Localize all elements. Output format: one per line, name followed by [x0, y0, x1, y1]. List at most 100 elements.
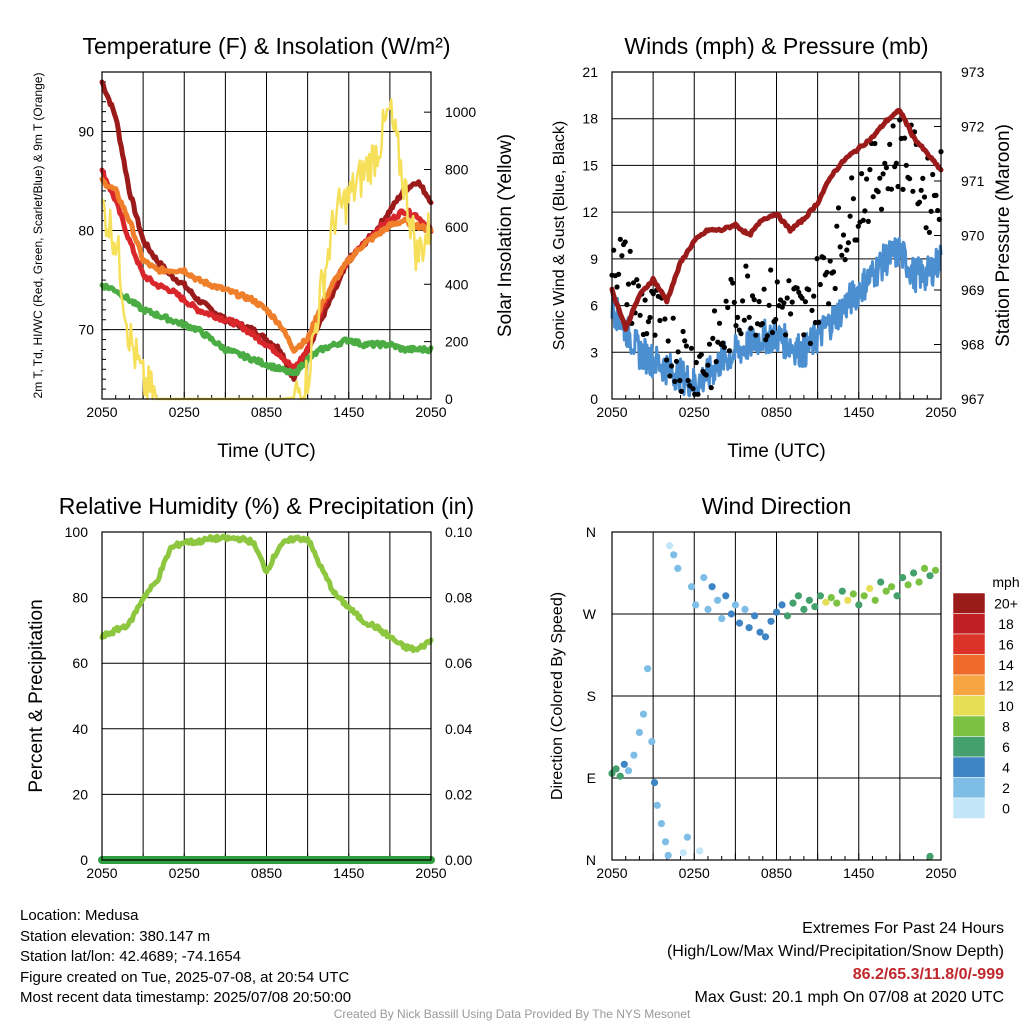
y2-tick-label: 0.06 [445, 655, 472, 671]
direction-point [653, 801, 661, 809]
direction-point [624, 767, 633, 775]
y2-tick-label: 973 [961, 64, 985, 80]
direction-point [811, 603, 819, 611]
gust-point [837, 244, 843, 250]
gust-point [685, 377, 691, 384]
gust-point [910, 188, 916, 194]
gust-point [725, 304, 731, 311]
y-tick-label: 80 [72, 590, 88, 606]
direction-point [855, 601, 863, 609]
y2-tick-label: 0.10 [445, 524, 472, 540]
gust-point [870, 194, 876, 200]
gust-point [682, 338, 688, 344]
gust-point [865, 218, 871, 224]
y2-tick-label: 0.08 [445, 590, 472, 606]
gust-point [817, 281, 823, 288]
gust-point [710, 335, 716, 341]
series-line-3 [99, 282, 434, 377]
gust-point [751, 297, 757, 303]
direction-point [708, 583, 716, 591]
gust-point [698, 352, 704, 358]
gust-point [860, 217, 866, 223]
gust-point [794, 285, 800, 291]
gust-point [935, 207, 941, 214]
y2-tick-label: 0.00 [445, 852, 472, 868]
direction-point [620, 760, 628, 768]
gust-point [801, 332, 807, 338]
direction-point [657, 820, 666, 828]
y-axis-label: Percent & Precipitation [26, 599, 47, 792]
series-line-0 [99, 533, 434, 654]
gust-point [683, 343, 690, 349]
colorbar-unit: mph [992, 574, 1019, 590]
gust-point [827, 258, 833, 264]
direction-point [767, 617, 775, 625]
y-tick-label: 20 [72, 786, 88, 802]
series-line-2 [99, 176, 434, 354]
gust-point [926, 229, 933, 235]
direction-point [683, 833, 692, 841]
gust-point [733, 323, 739, 329]
x-tick-label: 0850 [761, 865, 792, 881]
direction-point [783, 612, 792, 620]
colorbar-swatch [952, 695, 986, 717]
direction-point [756, 628, 764, 636]
y-tick-label: 60 [72, 655, 88, 671]
y2-tick-label: 0.04 [445, 721, 472, 737]
gust-point [839, 252, 845, 258]
colorbar-swatch [952, 715, 986, 737]
direction-point [692, 601, 700, 609]
y-axis-label: Sonic Wind & Gust (Blue, Black) [551, 121, 568, 350]
gust-point [766, 302, 772, 308]
gust-point [826, 301, 832, 307]
direction-point [751, 612, 759, 620]
direction-point [794, 592, 803, 600]
direction-point [664, 851, 672, 860]
y2-tick-label: 970 [961, 228, 985, 244]
plot-frame [611, 71, 942, 400]
direction-point [674, 564, 682, 573]
gust-point [903, 162, 909, 168]
direction-point [772, 608, 781, 616]
plot-frame [611, 531, 942, 861]
gust-point [907, 176, 913, 182]
gust-point [844, 247, 850, 253]
y-tick-label: 80 [78, 223, 94, 239]
gust-point [753, 332, 759, 338]
x-tick-label: 2050 [596, 865, 627, 881]
direction-point [727, 610, 735, 618]
direction-point [648, 738, 656, 746]
series-line-0 [610, 236, 943, 398]
direction-point [635, 728, 644, 737]
colorbar-swatch [952, 654, 986, 676]
direction-point [877, 578, 885, 586]
gust-point [634, 277, 640, 283]
gust-point [746, 314, 752, 320]
gust-point [706, 341, 713, 347]
direction-point [700, 574, 708, 582]
chart-title: Relative Humidity (%) & Precipitation (i… [59, 493, 474, 519]
figure: Temperature (F) & Insolation (W/m²)2050 0… [26, 33, 1020, 881]
x-tick-label: 2050 [925, 865, 956, 881]
gust-point [678, 388, 685, 394]
created-text: Figure created on Tue, 2025-07-08, at 20… [20, 968, 350, 986]
gust-point [759, 321, 766, 327]
chart-title: Winds (mph) & Pressure (mb) [624, 33, 928, 59]
direction-point [745, 624, 753, 632]
gust-point [713, 359, 719, 365]
y-tick-label: 40 [72, 721, 88, 737]
y-tick-label: 0 [80, 852, 88, 868]
gust-point [784, 295, 790, 301]
gust-point [888, 186, 895, 192]
gust-point [680, 328, 686, 335]
colorbar-label: 4 [1002, 759, 1010, 775]
speed-colorbar: mph 20+ 18 16 14 12 10 8 6 4 2 0 [952, 574, 1020, 819]
direction-point [833, 599, 841, 607]
gust-point [740, 298, 746, 304]
gust-point [630, 280, 637, 286]
gust-point [880, 171, 886, 177]
x-tick-label: 2050 [596, 404, 627, 420]
gust-point [789, 299, 795, 305]
gust-point [821, 255, 827, 261]
x-tick-label: 0250 [169, 404, 200, 420]
